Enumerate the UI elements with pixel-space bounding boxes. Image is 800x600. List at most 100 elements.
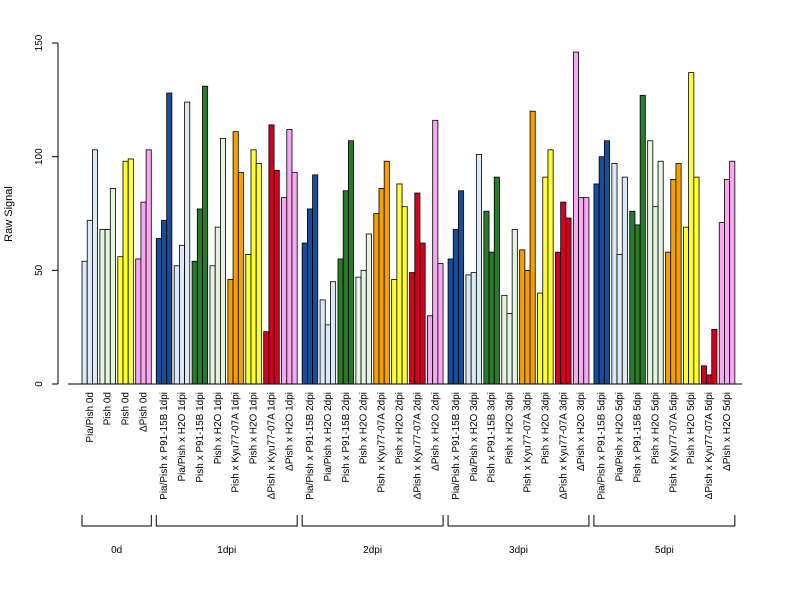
bar <box>237 172 244 385</box>
category-label: ΔPish x H2O 1dpi <box>284 392 295 471</box>
bar <box>729 160 736 385</box>
bar <box>578 197 585 385</box>
bar <box>324 324 331 385</box>
bar <box>140 201 147 385</box>
bar <box>452 229 459 385</box>
bar <box>724 178 731 385</box>
bar <box>383 160 390 385</box>
category-label: ΔPish 0d <box>139 392 150 432</box>
bar <box>145 149 152 385</box>
bar <box>432 119 439 385</box>
bar <box>593 183 600 385</box>
category-label: Pish x H2O 1dpi <box>249 392 260 464</box>
bar <box>634 224 641 385</box>
category-label: Pish x H2O 3dpi <box>505 392 516 464</box>
y-tick-label: 0 <box>34 381 45 387</box>
bar <box>135 258 142 385</box>
bar <box>273 169 280 385</box>
bar <box>511 229 518 385</box>
category-label: Pish x P91-15B 1dpi <box>195 392 206 483</box>
bar <box>378 188 385 385</box>
bar <box>232 131 239 385</box>
category-label: Pish 0d <box>103 392 114 425</box>
category-label: Pia/Pish 0d <box>85 392 96 443</box>
category-label: ΔPish x Kyu77-07A 1dpi <box>266 392 277 499</box>
bar <box>675 163 682 385</box>
bar <box>365 233 372 385</box>
bar <box>447 258 454 385</box>
category-label: ΔPish x H2O 3dpi <box>576 392 587 471</box>
category-label: Pia/Pish x P91-15B 5dpi <box>597 392 608 500</box>
category-label: ΔPish x H2O 2dpi <box>430 392 441 471</box>
y-tick-label: 50 <box>34 264 45 276</box>
bar <box>99 229 106 385</box>
bar <box>227 279 234 385</box>
bar <box>409 272 416 385</box>
bar <box>555 251 562 385</box>
category-label: ΔPish x Kyu77-07A 3dpi <box>558 392 569 499</box>
category-label: Pish x H2O 2dpi <box>359 392 370 464</box>
bar <box>268 124 275 385</box>
bar <box>419 242 426 385</box>
category-label: Pish x H2O 2dpi <box>394 392 405 464</box>
group-label: 1dpi <box>217 545 236 556</box>
bar <box>583 197 590 385</box>
bar <box>560 201 567 385</box>
category-label: Pish x Kyu77-07A 5dpi <box>668 392 679 493</box>
bar <box>92 149 99 385</box>
y-tick-label: 150 <box>34 34 45 51</box>
bar <box>519 249 526 385</box>
bar <box>250 149 257 385</box>
bar <box>104 229 111 385</box>
category-label: Pia/Pish x H2O 2dpi <box>323 392 334 482</box>
bar <box>184 101 191 385</box>
bar <box>214 226 221 385</box>
bar <box>155 238 162 385</box>
bar <box>245 254 252 385</box>
group-label: 3dpi <box>509 545 528 556</box>
bar <box>209 265 216 385</box>
category-label: Pish x Kyu77-07A 2dpi <box>377 392 388 493</box>
category-label: Pia/Pish x P91-15B 1dpi <box>159 392 170 500</box>
bar <box>173 265 180 385</box>
category-label: Pish x H2O 5dpi <box>650 392 661 464</box>
y-axis-title: Raw Signal <box>3 186 15 242</box>
bar <box>281 197 288 385</box>
category-label: Pish x Kyu77-07A 1dpi <box>231 392 242 493</box>
bar <box>529 110 536 385</box>
category-label: ΔPish x Kyu77-07A 2dpi <box>412 392 423 499</box>
bar <box>718 222 725 385</box>
group-label: 2dpi <box>363 545 382 556</box>
category-label: Pia/Pish x P91-15B 2dpi <box>305 392 316 500</box>
bar <box>572 51 579 385</box>
bar <box>688 72 695 385</box>
bar <box>639 94 646 385</box>
bar <box>488 251 495 385</box>
bar <box>391 279 398 385</box>
bar <box>483 210 490 385</box>
bar <box>603 140 610 385</box>
category-label: Pia/Pish x H2O 3dpi <box>469 392 480 482</box>
category-label: Pish x H2O 5dpi <box>686 392 697 464</box>
bar <box>178 244 185 385</box>
bar <box>465 274 472 385</box>
category-label: Pish 0d <box>121 392 132 425</box>
bar <box>611 163 618 385</box>
bar <box>196 208 203 385</box>
bar <box>330 281 337 385</box>
bar <box>629 210 636 385</box>
bar <box>542 176 549 385</box>
bar <box>657 160 664 385</box>
bar <box>301 242 308 385</box>
bar <box>616 254 623 385</box>
bar <box>355 276 362 385</box>
bar <box>319 299 326 385</box>
bar <box>524 269 531 385</box>
bar <box>263 331 270 385</box>
bar <box>347 140 354 385</box>
category-label: Pia/Pish x H2O 5dpi <box>615 392 626 482</box>
bar <box>401 206 408 385</box>
bar <box>127 158 134 385</box>
bar <box>537 292 544 385</box>
